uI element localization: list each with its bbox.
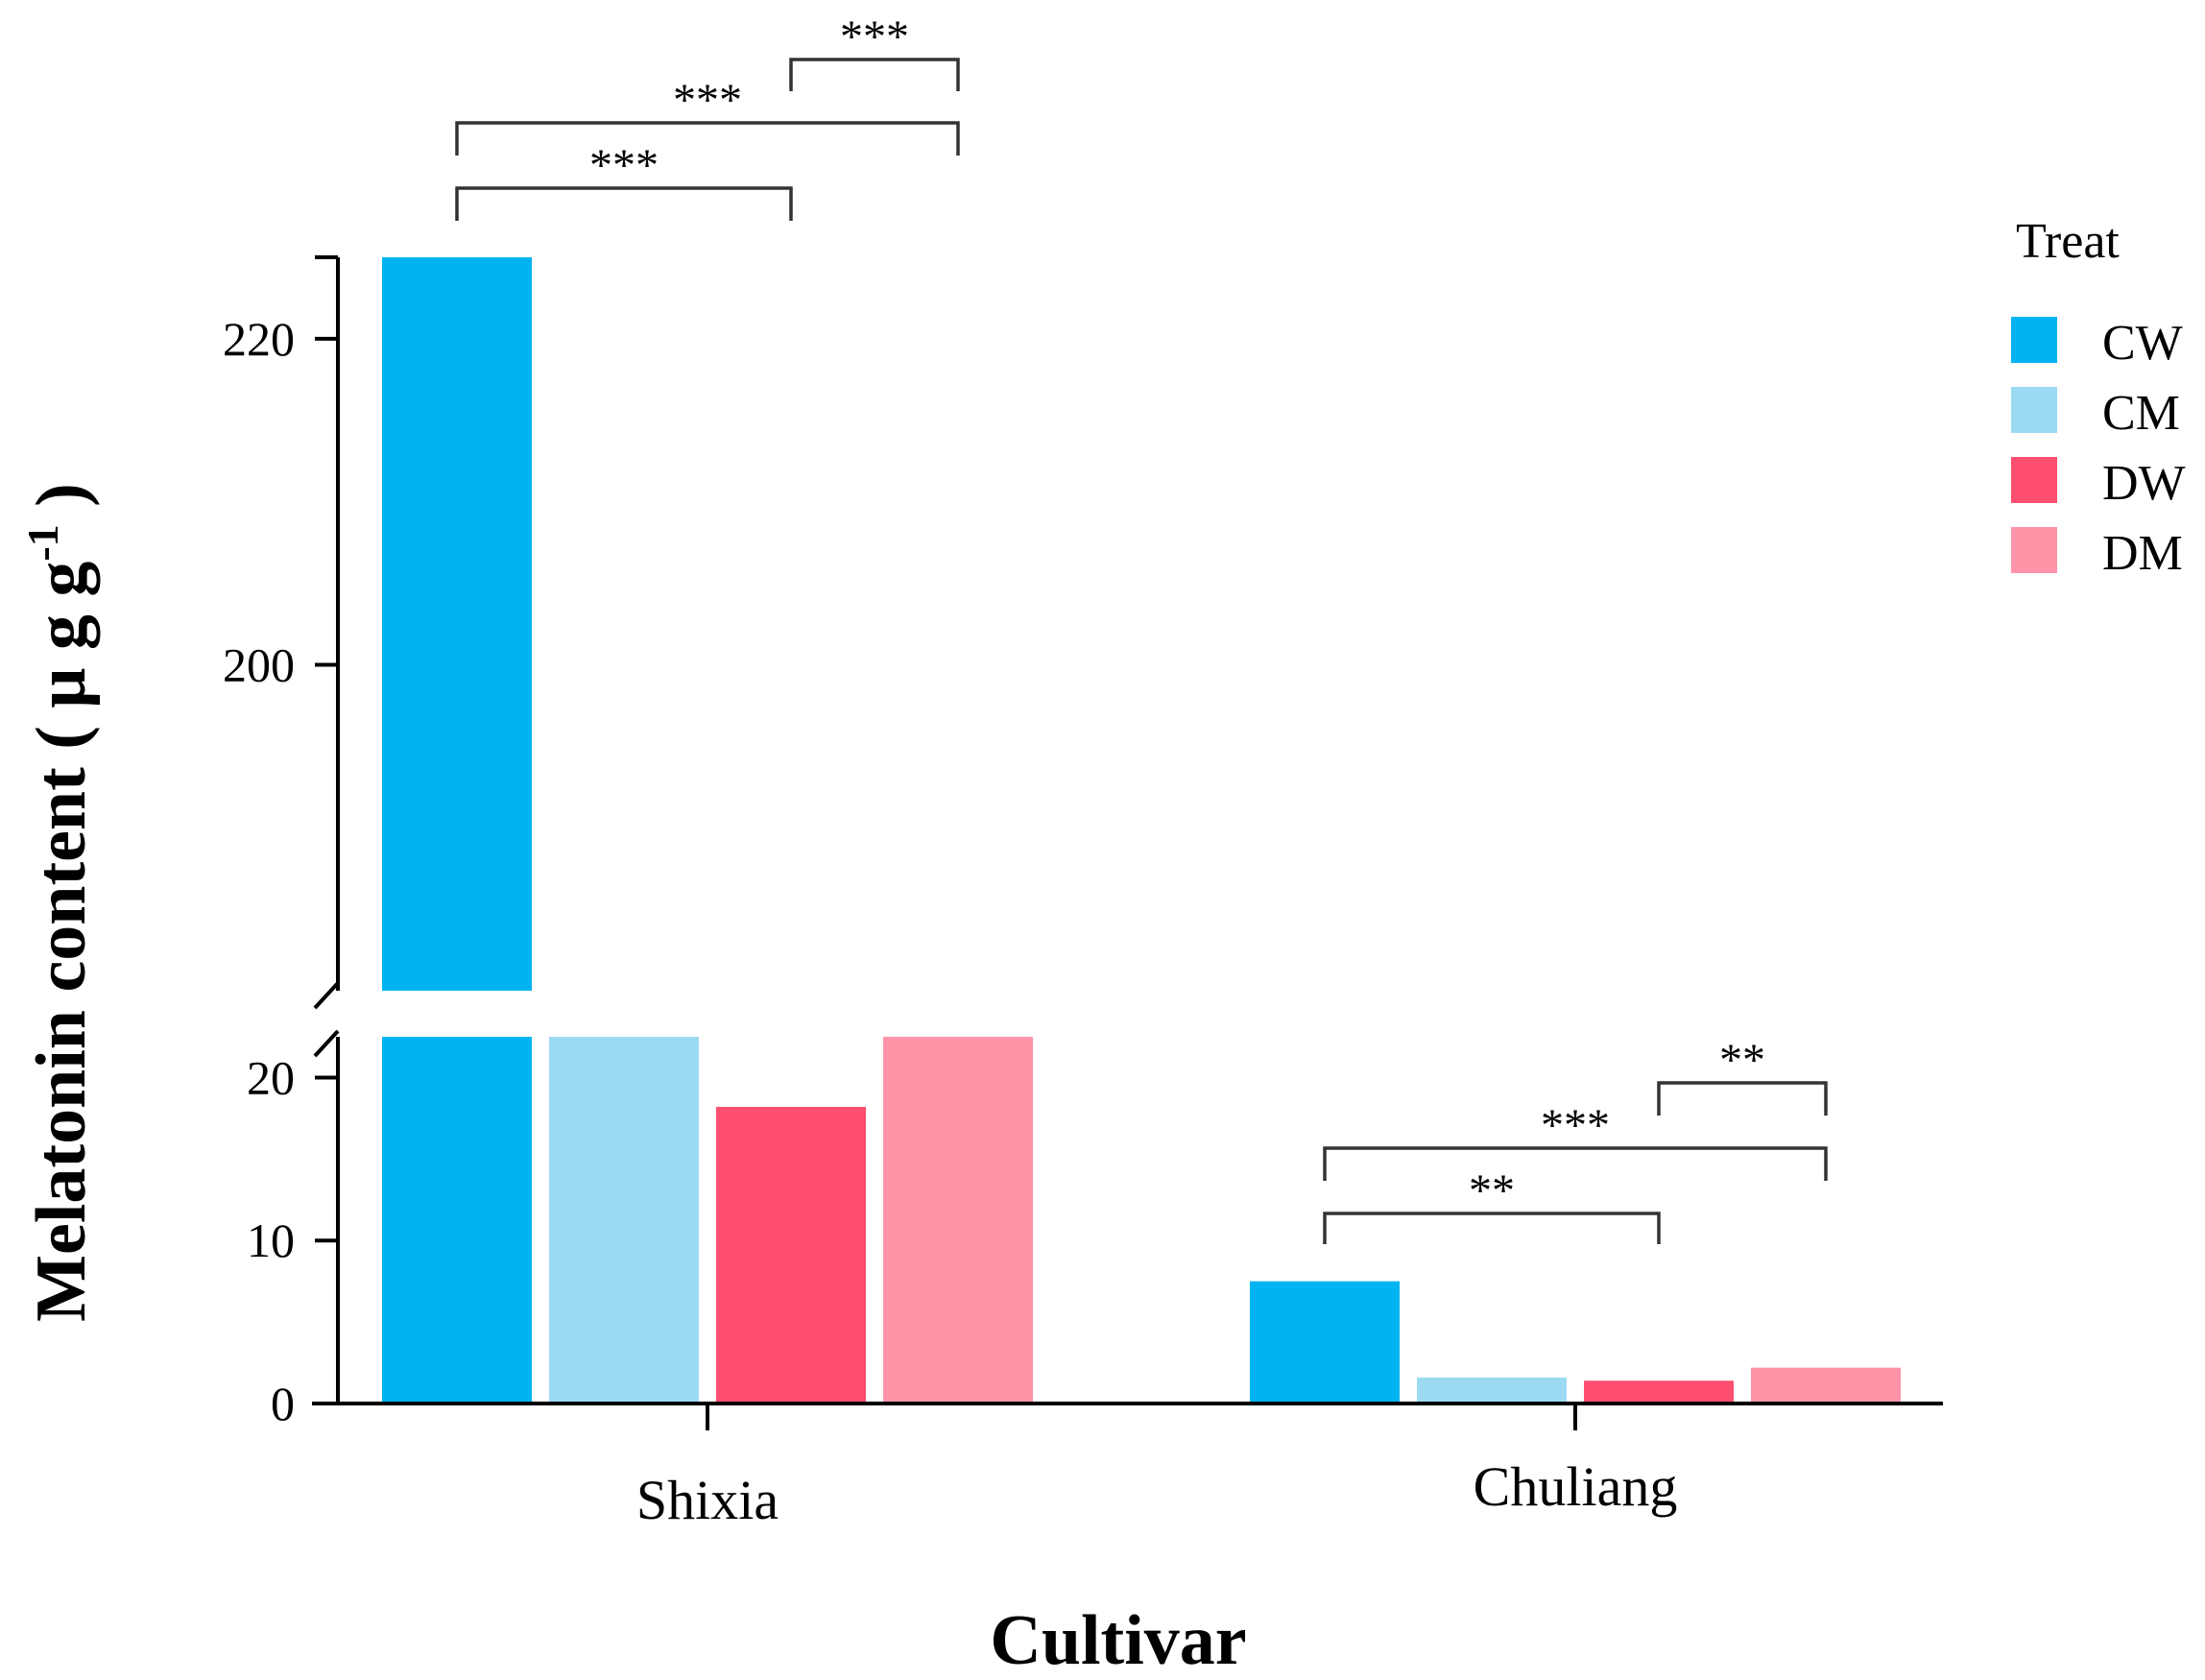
- bracket-shixia-cw-dw-label: ***: [589, 140, 659, 191]
- bracket-shixia-cw-dm-label: ***: [673, 75, 742, 126]
- y-tick-label-220: 220: [223, 312, 295, 366]
- y-axis-title-close: ): [22, 483, 101, 524]
- x-tick-label-chuliang: Chuliang: [1474, 1455, 1678, 1518]
- bar-chuliang-dm: [1751, 1368, 1901, 1404]
- legend-title: Treat: [2016, 214, 2120, 269]
- bracket-chuliang-cw-dw: [1325, 1213, 1659, 1244]
- bar-shixia-cm: [549, 1037, 699, 1404]
- bracket-shixia-cw-dw: [457, 188, 791, 221]
- bar-chuliang-dw: [1584, 1380, 1734, 1404]
- legend-label-cw: CW: [2102, 316, 2183, 371]
- bracket-chuliang-cw-dw-label: **: [1469, 1165, 1515, 1216]
- bracket-chuliang-dw-dm: [1659, 1083, 1826, 1116]
- bars: [382, 257, 1901, 1404]
- x-tick-label-shixia: Shixia: [636, 1469, 779, 1531]
- bar-chuliang-cm: [1417, 1378, 1567, 1404]
- legend: Treat CW CM DW DM: [2011, 214, 2186, 581]
- legend-swatch-cm: [2011, 387, 2057, 433]
- legend-label-dm: DM: [2102, 526, 2183, 581]
- legend-swatch-dw: [2011, 457, 2057, 503]
- bracket-chuliang-cw-dm: [1325, 1148, 1826, 1181]
- y-tick-label-0: 0: [271, 1377, 295, 1430]
- bracket-chuliang-cw-dm-label: ***: [1541, 1100, 1610, 1151]
- bar-shixia-cw: [382, 1037, 532, 1404]
- y-axis-break-mark-lower: [315, 1031, 338, 1056]
- legend-label-dw: DW: [2102, 456, 2186, 511]
- bracket-shixia-dw-dm-label: ***: [840, 12, 909, 62]
- legend-label-cm: CM: [2102, 386, 2180, 441]
- x-axis-title: Cultivar: [990, 1601, 1246, 1680]
- y-axis-title-superscript: -1: [18, 524, 67, 561]
- legend-swatch-cw: [2011, 317, 2057, 363]
- bar-shixia-cw-upper: [382, 257, 532, 991]
- y-axis-title-main: Melatonin content ( μ g g: [22, 562, 101, 1322]
- bar-shixia-dw: [716, 1107, 866, 1404]
- legend-swatch-dm: [2011, 527, 2057, 573]
- bar-chuliang-cw: [1250, 1282, 1400, 1404]
- y-axis-break-mark-upper: [315, 983, 338, 1008]
- y-tick-label-20: 20: [247, 1050, 295, 1104]
- bracket-shixia-dw-dm: [791, 60, 958, 91]
- bar-shixia-dm: [883, 1037, 1033, 1404]
- bracket-shixia-cw-dm: [457, 123, 958, 156]
- chart: 01020200220Shixia Chuliang **************…: [0, 0, 2205, 1680]
- y-axis-title: Melatonin content ( μ g g-1 ): [18, 483, 101, 1322]
- y-tick-label-10: 10: [247, 1213, 295, 1267]
- y-tick-label-200: 200: [223, 637, 295, 691]
- bracket-chuliang-dw-dm-label: **: [1719, 1035, 1765, 1086]
